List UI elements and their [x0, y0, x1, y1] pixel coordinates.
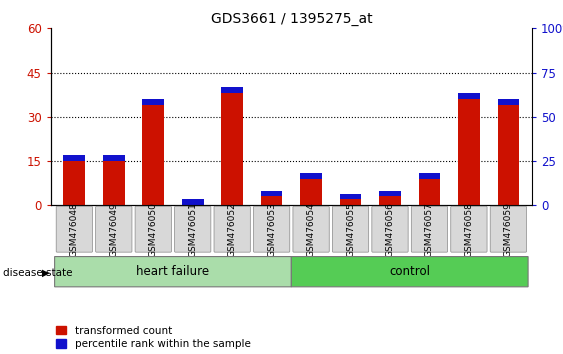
Bar	[64, 155, 85, 161]
Bar	[498, 99, 519, 205]
Text: GSM476057: GSM476057	[425, 202, 434, 257]
FancyBboxPatch shape	[451, 206, 487, 252]
Legend: transformed count, percentile rank within the sample: transformed count, percentile rank withi…	[56, 326, 251, 349]
Text: GSM476048: GSM476048	[70, 202, 79, 257]
FancyBboxPatch shape	[56, 206, 92, 252]
Bar	[142, 99, 164, 105]
Bar	[300, 173, 322, 179]
Text: disease state: disease state	[3, 268, 72, 278]
FancyBboxPatch shape	[292, 257, 528, 287]
FancyBboxPatch shape	[412, 206, 448, 252]
Text: GSM476050: GSM476050	[149, 202, 158, 257]
Bar	[300, 173, 322, 205]
Bar	[221, 87, 243, 93]
Text: GSM476058: GSM476058	[464, 202, 473, 257]
Bar	[221, 87, 243, 205]
Text: ▶: ▶	[42, 268, 49, 278]
Bar	[379, 190, 401, 205]
Text: GSM476054: GSM476054	[307, 202, 316, 257]
Bar	[64, 155, 85, 205]
Bar	[103, 155, 124, 161]
FancyBboxPatch shape	[293, 206, 329, 252]
Bar	[182, 199, 204, 205]
FancyBboxPatch shape	[55, 257, 292, 287]
Text: GSM476051: GSM476051	[188, 202, 197, 257]
Bar	[103, 155, 124, 205]
FancyBboxPatch shape	[175, 206, 211, 252]
Text: GSM476049: GSM476049	[109, 202, 118, 257]
Bar	[498, 99, 519, 105]
Bar	[379, 190, 401, 196]
Bar	[339, 194, 361, 199]
FancyBboxPatch shape	[135, 206, 171, 252]
Text: GSM476053: GSM476053	[267, 202, 276, 257]
Bar	[339, 194, 361, 205]
Bar	[419, 173, 440, 205]
Bar	[261, 190, 283, 196]
Text: GSM476059: GSM476059	[504, 202, 513, 257]
Text: GSM476056: GSM476056	[386, 202, 395, 257]
Text: heart failure: heart failure	[136, 265, 209, 278]
Bar	[142, 99, 164, 205]
FancyBboxPatch shape	[490, 206, 526, 252]
Text: control: control	[389, 265, 430, 278]
FancyBboxPatch shape	[253, 206, 290, 252]
FancyBboxPatch shape	[96, 206, 132, 252]
Bar	[182, 199, 204, 205]
Bar	[261, 190, 283, 205]
FancyBboxPatch shape	[372, 206, 408, 252]
Title: GDS3661 / 1395275_at: GDS3661 / 1395275_at	[211, 12, 372, 26]
FancyBboxPatch shape	[214, 206, 251, 252]
FancyBboxPatch shape	[332, 206, 369, 252]
Bar	[458, 93, 480, 205]
Bar	[458, 93, 480, 99]
Text: GSM476052: GSM476052	[227, 202, 236, 257]
Text: GSM476055: GSM476055	[346, 202, 355, 257]
Bar	[419, 173, 440, 179]
